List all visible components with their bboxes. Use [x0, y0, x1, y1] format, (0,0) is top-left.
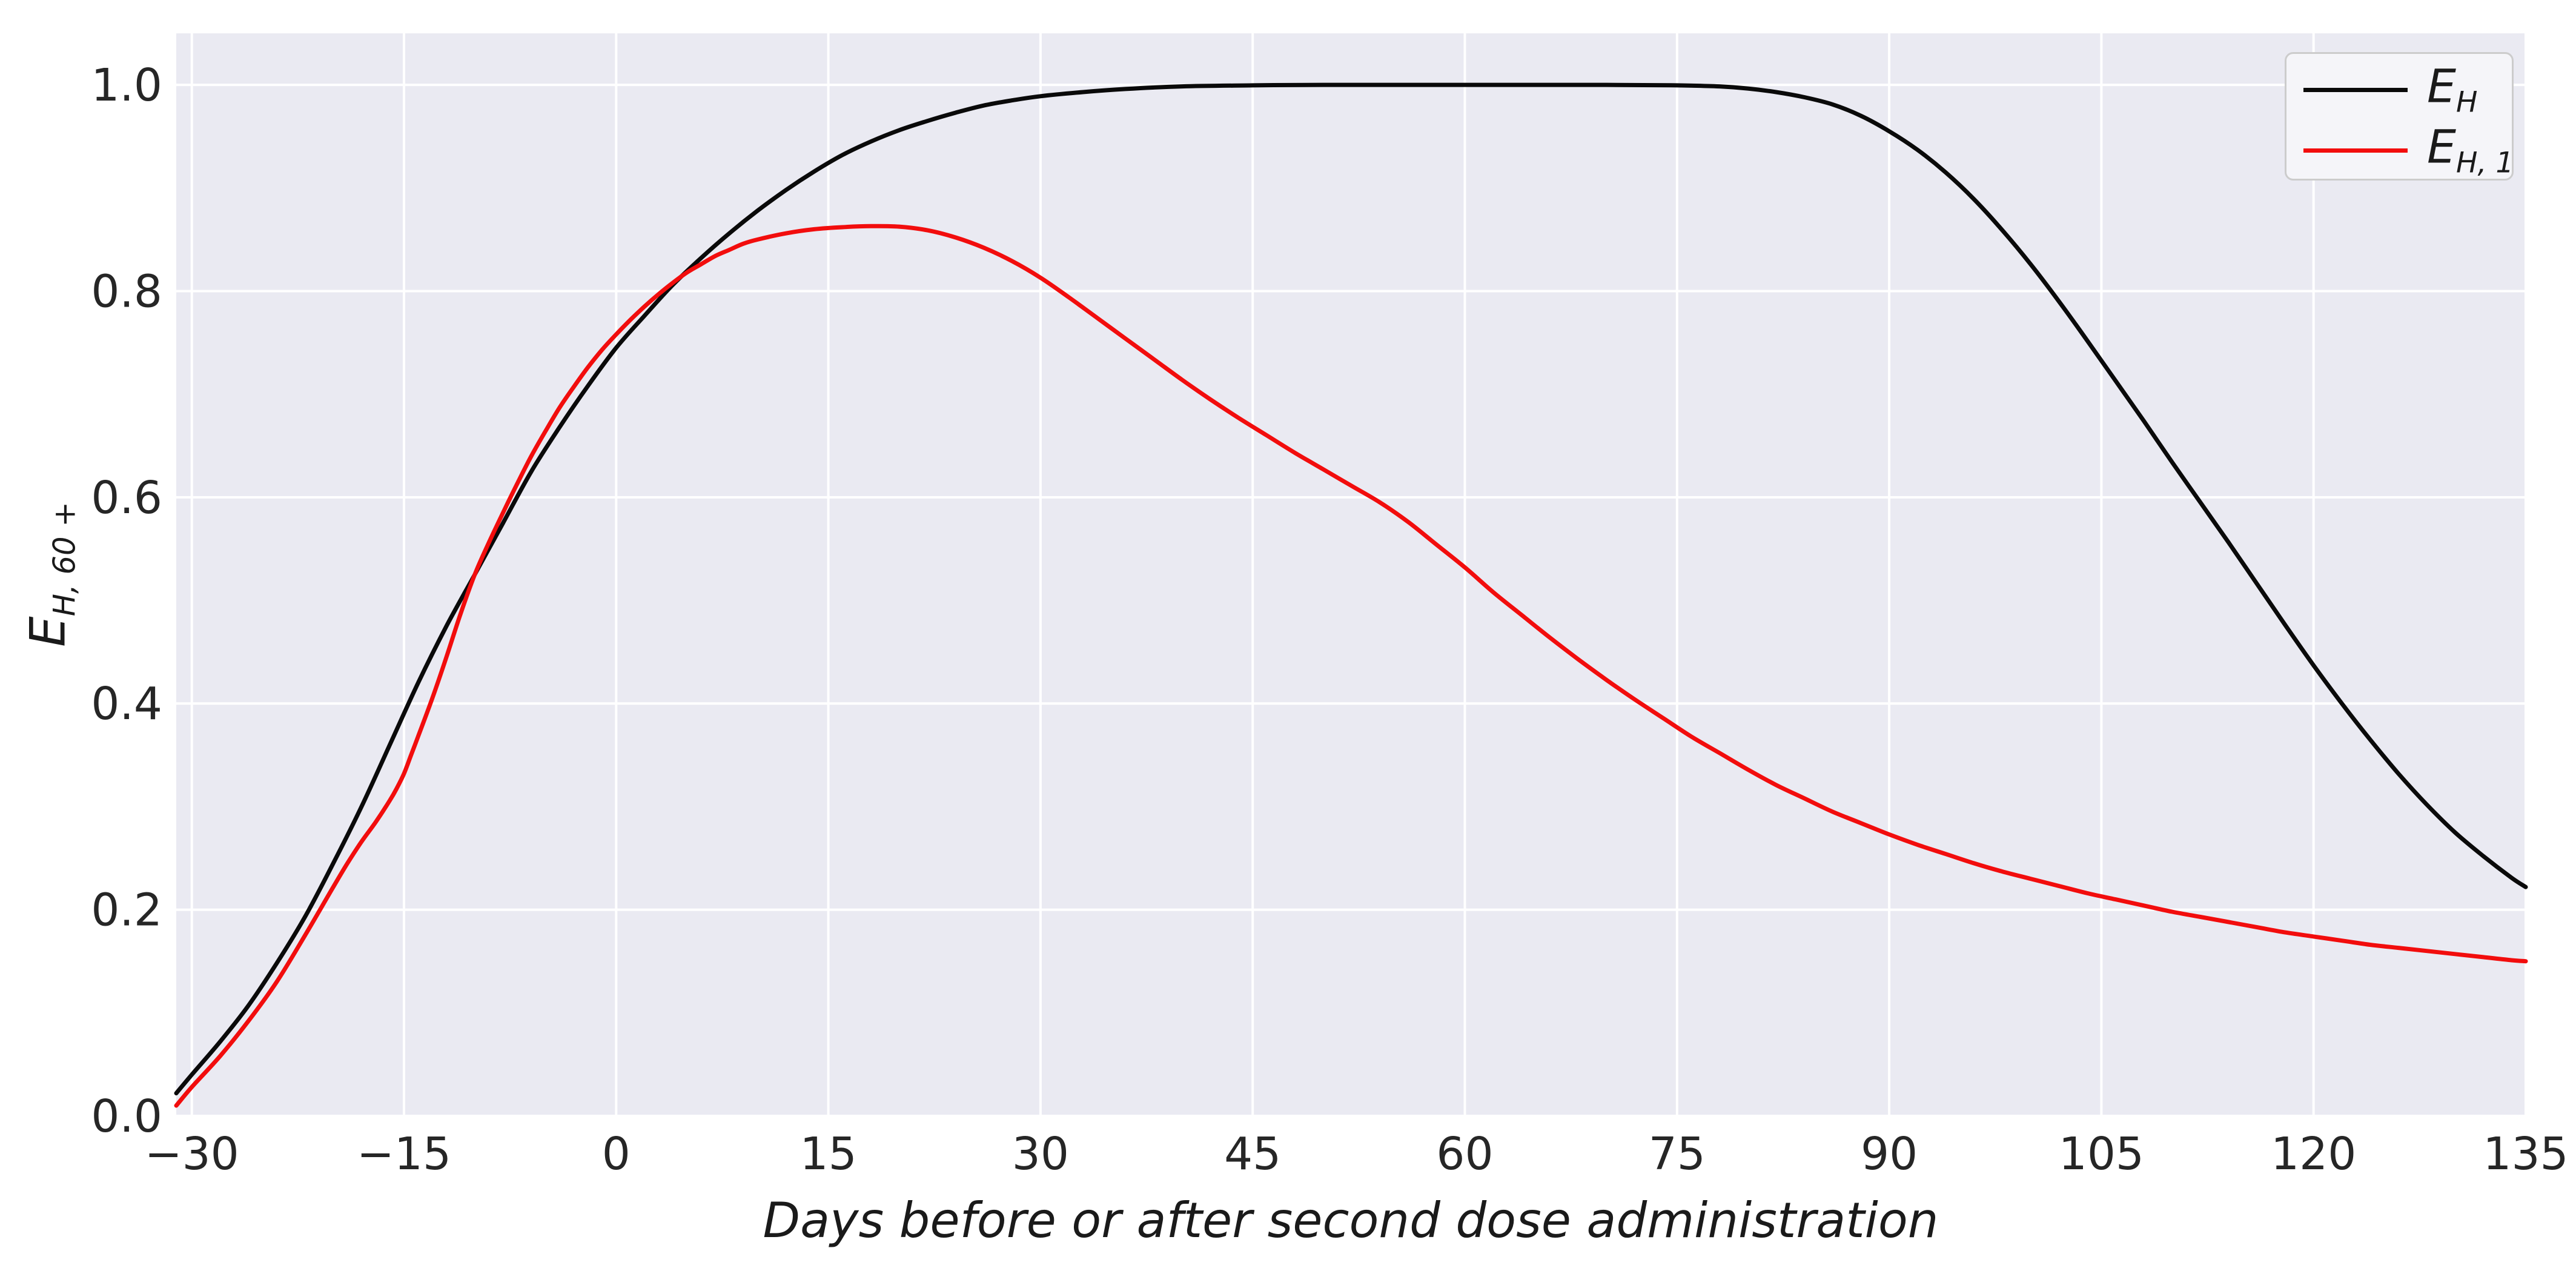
legend-label-eh1-sub: H, 1: [2456, 146, 2514, 180]
x-tick-label: 120: [2271, 1128, 2356, 1180]
legend-entry-eh1: EH, 1: [2286, 119, 2514, 180]
y-axis-title-main: E: [19, 616, 76, 647]
x-tick-label: 105: [2059, 1128, 2144, 1180]
y-tick-label: 0.0: [91, 1090, 162, 1143]
y-axis-title-sub: H, 60 +: [47, 502, 82, 617]
x-tick-label: 0: [602, 1128, 631, 1180]
y-tick-label: 0.8: [91, 265, 162, 317]
x-tick-label: 15: [800, 1128, 857, 1180]
x-tick-label: 90: [1861, 1128, 1918, 1180]
x-tick-label: 60: [1436, 1128, 1493, 1180]
legend: EH EH, 1: [2285, 52, 2514, 181]
y-axis-title: EH, 60 +: [20, 502, 82, 647]
x-axis-title-text: Days before or after second dose adminis…: [763, 1192, 1939, 1249]
legend-label-eh: EH: [2427, 59, 2477, 119]
plot-area: [176, 33, 2526, 1116]
y-tick-label: 0.6: [91, 472, 162, 524]
y-tick-label: 1.0: [91, 59, 162, 111]
legend-label-eh1-main: E: [2427, 119, 2457, 174]
legend-label-eh-sub: H: [2456, 85, 2478, 119]
y-tick-label: 0.2: [91, 884, 162, 937]
x-axis-title: Days before or after second dose adminis…: [763, 1192, 1939, 1249]
legend-label-eh-main: E: [2427, 59, 2457, 113]
legend-line-eh1-swatch: [2303, 148, 2408, 153]
x-tick-label: 75: [1649, 1128, 1706, 1180]
x-tick-label: −30: [145, 1128, 239, 1180]
legend-entry-eh: EH: [2286, 59, 2512, 119]
series-line-E_H,1: [174, 224, 2528, 1108]
x-tick-label: 135: [2483, 1128, 2568, 1180]
x-tick-label: −15: [357, 1128, 451, 1180]
legend-line-eh-swatch: [2303, 88, 2408, 92]
x-tick-label: 45: [1224, 1128, 1281, 1180]
legend-label-eh1: EH, 1: [2427, 119, 2514, 179]
y-tick-label: 0.4: [91, 678, 162, 730]
x-tick-label: 30: [1012, 1128, 1069, 1180]
